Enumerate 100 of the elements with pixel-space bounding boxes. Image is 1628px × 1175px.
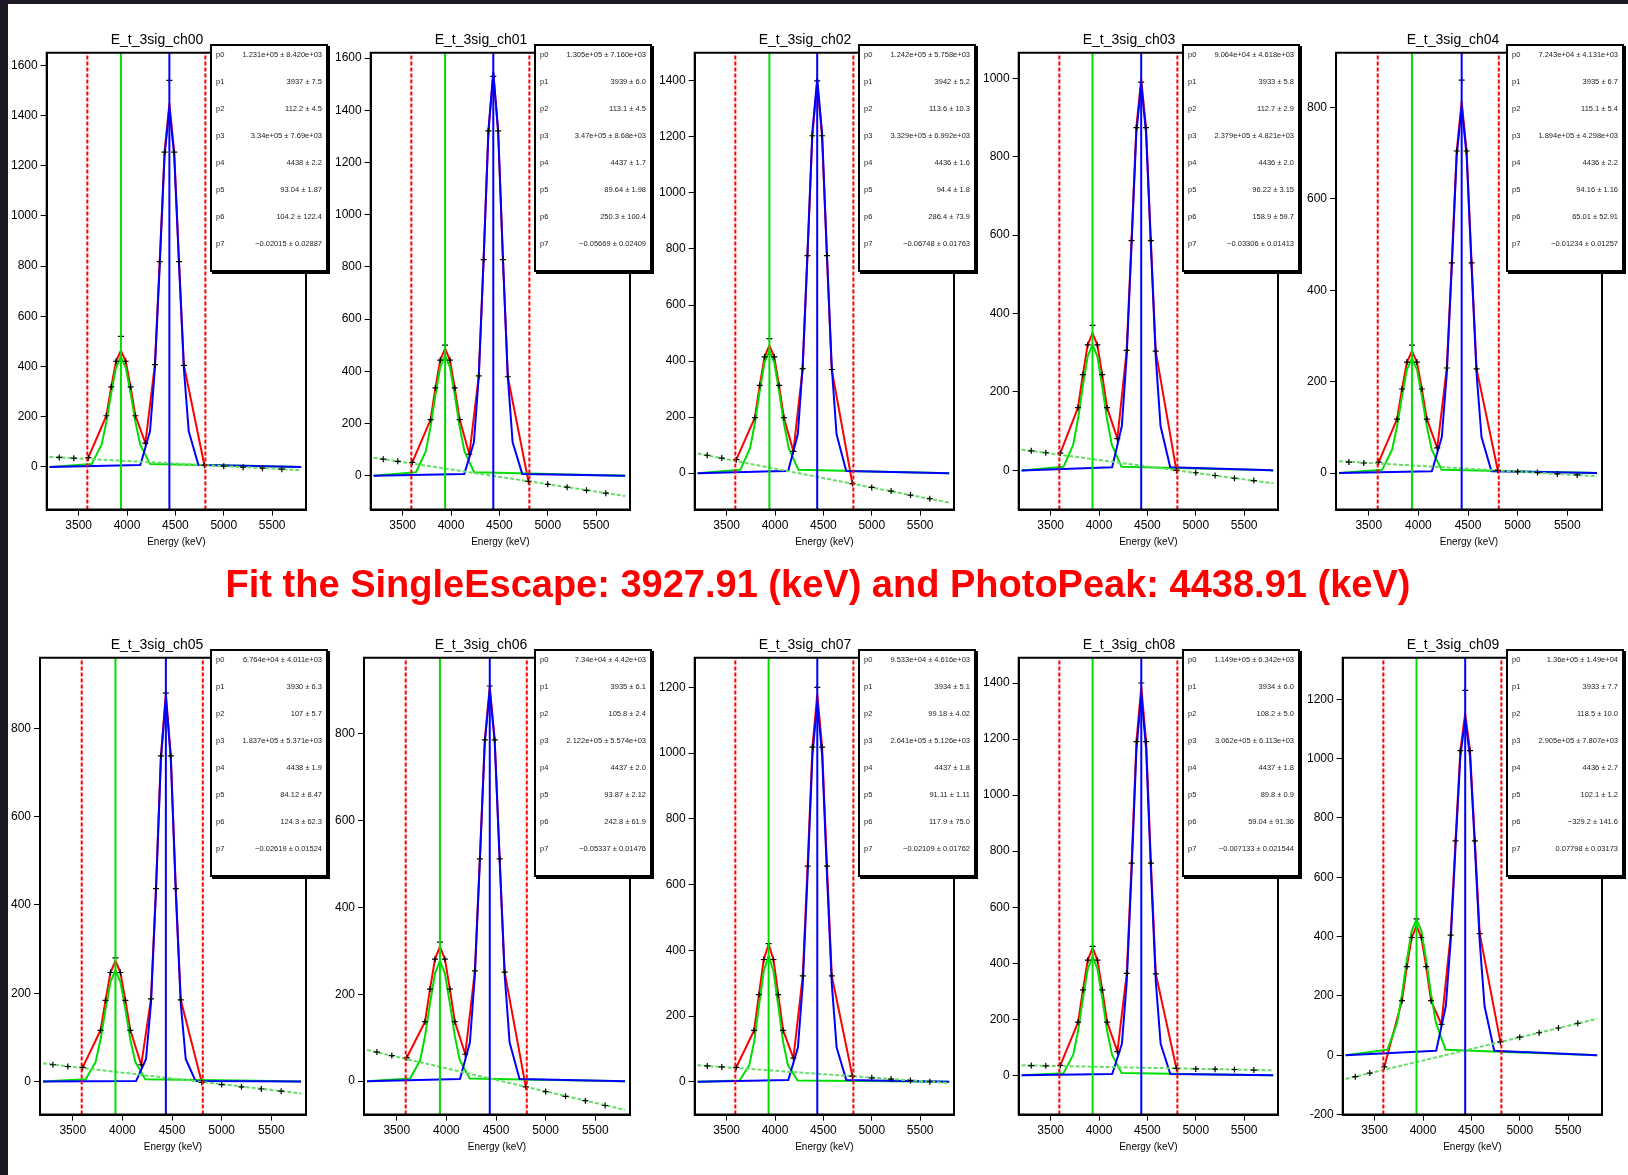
x-tick-label: 4000 — [761, 518, 789, 533]
x-tick-label: 5000 — [1506, 1123, 1534, 1138]
y-tick-label: 1200 — [1306, 691, 1335, 706]
y-tick-label: 1000 — [982, 787, 1011, 802]
y-tick-label: 0 — [24, 1073, 32, 1088]
x-tick-label: 5000 — [534, 518, 562, 533]
y-tick-label: 400 — [17, 358, 39, 373]
x-tick-label: 3500 — [383, 1123, 411, 1138]
x-tick-label: 5500 — [906, 518, 934, 533]
x-tick-label: 3500 — [1037, 1123, 1065, 1138]
y-tick-label: 0 — [679, 465, 687, 480]
x-tick-label: 5000 — [208, 1123, 236, 1138]
x-tick-label: 4500 — [810, 518, 838, 533]
y-tick-label: 1000 — [658, 745, 687, 760]
y-tick-label: 400 — [989, 305, 1011, 320]
y-tick-label: 1600 — [334, 50, 363, 65]
y-tick-label: 400 — [989, 955, 1011, 970]
y-tick-label: 400 — [10, 897, 32, 912]
x-tick-label: 4000 — [1409, 1123, 1437, 1138]
x-tick-label: 3500 — [1037, 518, 1065, 533]
chart-title: E_t_3sig_ch06 — [434, 636, 528, 653]
chart-title: E_t_3sig_ch01 — [434, 31, 528, 48]
y-tick-label: 0 — [1320, 465, 1328, 480]
y-tick-label: 200 — [665, 409, 687, 424]
y-tick-label: 600 — [1313, 869, 1335, 884]
y-tick-label: 800 — [1313, 810, 1335, 825]
y-tick-label: 1200 — [334, 154, 363, 169]
y-tick-label: 400 — [1313, 928, 1335, 943]
x-tick-label: 5000 — [532, 1123, 560, 1138]
x-tick-label: 4500 — [1458, 1123, 1486, 1138]
x-tick-label: 5500 — [582, 518, 610, 533]
chart-title: E_t_3sig_ch07 — [758, 636, 852, 653]
y-tick-label: 600 — [341, 311, 363, 326]
x-tick-label: 4500 — [1134, 1123, 1162, 1138]
y-tick-label: 200 — [334, 986, 356, 1001]
x-axis-title: Energy (keV) — [471, 535, 530, 547]
y-tick-label: 600 — [17, 308, 39, 323]
chart-title: E_t_3sig_ch00 — [110, 31, 204, 48]
y-tick-label: 0 — [1003, 462, 1011, 477]
y-tick-label: 800 — [665, 241, 687, 256]
x-axis-title: Energy (keV) — [795, 1140, 854, 1152]
y-tick-label: 600 — [989, 899, 1011, 914]
y-tick-label: 400 — [341, 363, 363, 378]
x-tick-label: 4500 — [482, 1123, 510, 1138]
y-tick-label: 1400 — [982, 675, 1011, 690]
x-tick-label: 5500 — [1554, 1123, 1582, 1138]
y-tick-label: 0 — [1327, 1047, 1335, 1062]
y-tick-label: 400 — [665, 942, 687, 957]
chart-title: E_t_3sig_ch03 — [1082, 31, 1176, 48]
y-tick-label: 800 — [1306, 99, 1328, 114]
x-tick-label: 5500 — [1230, 1123, 1258, 1138]
y-tick-label: 200 — [1313, 988, 1335, 1003]
x-tick-label: 4500 — [486, 518, 514, 533]
y-tick-label: 800 — [17, 258, 39, 273]
y-tick-label: 600 — [665, 297, 687, 312]
x-tick-label: 4500 — [810, 1123, 838, 1138]
y-tick-label: 800 — [989, 149, 1011, 164]
y-tick-label: 1000 — [10, 208, 39, 223]
x-tick-label: 5000 — [1504, 518, 1532, 533]
x-axis-title: Energy (keV) — [467, 1140, 527, 1152]
x-tick-label: 3500 — [1355, 518, 1383, 533]
y-tick-label: 800 — [10, 720, 32, 735]
chart-title: E_t_3sig_ch02 — [758, 31, 852, 48]
y-tick-label: 1200 — [982, 731, 1011, 746]
x-tick-label: 5000 — [210, 518, 238, 533]
chart-title: E_t_3sig_ch09 — [1406, 636, 1500, 653]
x-tick-label: 4000 — [1085, 1123, 1113, 1138]
x-tick-label: 5000 — [858, 518, 886, 533]
y-tick-label: 0 — [348, 1073, 356, 1088]
x-tick-label: 4500 — [158, 1123, 186, 1138]
x-tick-label: 4000 — [113, 518, 141, 533]
x-tick-label: 4500 — [1134, 518, 1162, 533]
x-axis-title: Energy (keV) — [1443, 1140, 1502, 1152]
y-tick-label: 1400 — [334, 102, 363, 117]
x-tick-label: 4500 — [1454, 518, 1482, 533]
x-tick-label: 5500 — [581, 1123, 609, 1138]
y-tick-label: 1000 — [334, 206, 363, 221]
x-tick-label: 3500 — [59, 1123, 87, 1138]
y-tick-label: 1000 — [982, 70, 1011, 85]
y-tick-label: 0 — [31, 459, 39, 474]
y-tick-label: 1000 — [658, 185, 687, 200]
x-tick-label: 5500 — [1230, 518, 1258, 533]
y-tick-label: 800 — [989, 843, 1011, 858]
y-tick-label: 1200 — [10, 158, 39, 173]
y-tick-label: 200 — [989, 1011, 1011, 1026]
x-tick-label: 4000 — [1085, 518, 1113, 533]
x-tick-label: 4000 — [437, 518, 465, 533]
x-axis-title: Energy (keV) — [1119, 535, 1178, 547]
x-tick-label: 4000 — [109, 1123, 137, 1138]
y-tick-label: 600 — [1306, 191, 1328, 206]
x-tick-label: 5000 — [858, 1123, 886, 1138]
y-tick-label: 200 — [1306, 374, 1328, 389]
y-tick-label: 1000 — [1306, 750, 1335, 765]
y-tick-label: -200 — [1309, 1106, 1335, 1121]
chart-title: E_t_3sig_ch08 — [1082, 636, 1176, 653]
x-tick-label: 4500 — [162, 518, 190, 533]
y-tick-label: 1600 — [10, 57, 39, 72]
y-tick-label: 400 — [1306, 282, 1328, 297]
chart-title: E_t_3sig_ch05 — [110, 636, 204, 653]
y-tick-label: 200 — [10, 985, 32, 1000]
